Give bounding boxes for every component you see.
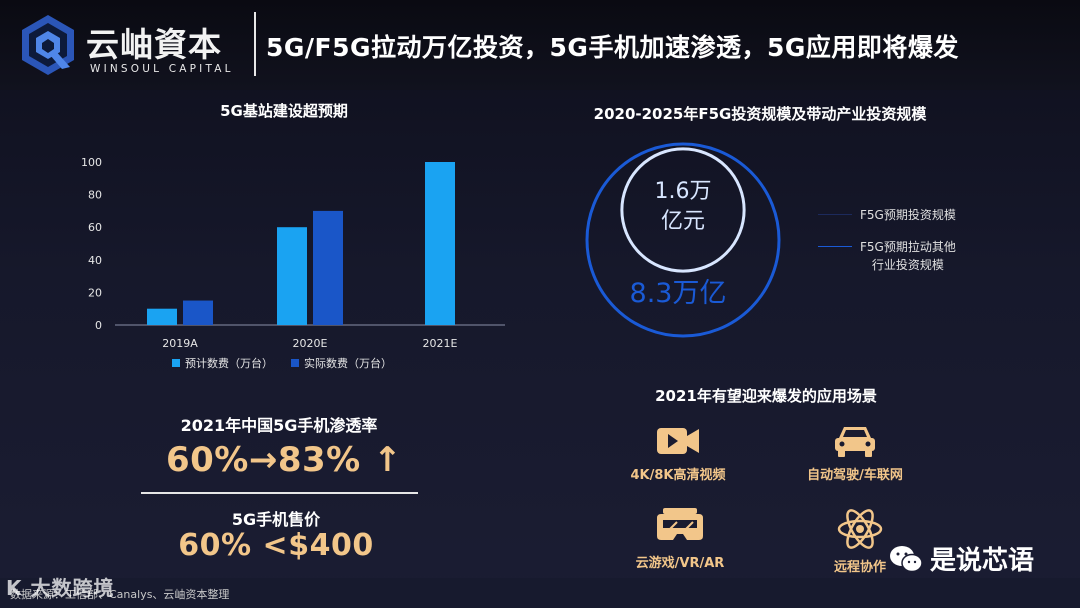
y-tick-label-4: 80 <box>88 189 102 202</box>
ring-legend-line-other <box>818 246 852 247</box>
price-value: 60% <$400 <box>178 528 374 563</box>
car-icon <box>835 427 875 457</box>
base-station-bar-chart: 0 20 40 60 80 100 2019A 2020E 2021E <box>81 156 505 350</box>
ring-inner-circle <box>620 147 746 273</box>
ring-outer-circle <box>585 142 781 338</box>
y-tick-label-5: 100 <box>81 156 102 169</box>
y-tick-label-3: 60 <box>88 221 102 234</box>
ring-outer-label: 8.3万亿 <box>630 278 727 309</box>
footer-bar: 数据来源：工信部、Canalys、云岫资本整理 <box>0 578 1080 608</box>
ring-legend-item-f5g: F5G预期投资规模 <box>818 206 1008 224</box>
up-arrow-icon: ↑ <box>373 440 403 480</box>
watermark-left: K 大数跨境 <box>6 576 115 600</box>
app-item-vr: 云游戏/VR/AR <box>605 506 755 571</box>
ring-legend-label-other-line1: F5G预期拉动其他 <box>860 240 956 254</box>
x-tick-label-2: 2021E <box>423 337 458 350</box>
video-camera-icon <box>657 428 699 454</box>
app-label-collab: 远程协作 <box>833 560 886 575</box>
watermark-right-text: 是说芯语 <box>930 546 1035 576</box>
ring-legend-line-f5g <box>818 214 852 215</box>
penetration-title: 2021年中国5G手机渗透率 <box>180 416 378 435</box>
bar-2021E-series-0 <box>425 162 455 325</box>
bar-2020E-series-0 <box>277 227 307 325</box>
bar-chart-legend: 预计数费（万台） 实际数费（万台） <box>172 355 392 371</box>
ring-inner-label-line-0: 1.6万 <box>655 179 712 204</box>
penetration-value: 60%→83% ↑ <box>166 440 402 480</box>
ring-legend-item-other: F5G预期拉动其他 行业投资规模 <box>818 238 1008 274</box>
app-item-video: 4K/8K高清视频 <box>603 420 753 483</box>
y-tick-label-2: 40 <box>88 254 102 267</box>
ring-chart-legend: F5G预期投资规模 F5G预期拉动其他 行业投资规模 <box>818 206 1008 288</box>
x-tick-label-1: 2020E <box>293 337 328 350</box>
ring-chart-title: 2020-2025年F5G投资规模及带动产业投资规模 <box>593 105 927 123</box>
winsoul-logo-icon <box>22 15 74 75</box>
app-label-car: 自动驾驶/车联网 <box>807 468 903 483</box>
app-item-car: 自动驾驶/车联网 <box>780 420 930 483</box>
stats-divider <box>141 492 418 494</box>
legend-swatch-actual <box>291 359 299 367</box>
watermark-right: 是说芯语 <box>888 540 1034 577</box>
legend-label-actual: 实际数费（万台） <box>304 357 392 370</box>
legend-swatch-expected <box>172 359 180 367</box>
header-divider <box>254 12 256 76</box>
ring-legend-label-f5g: F5G预期投资规模 <box>860 208 956 222</box>
price-title: 5G手机售价 <box>231 510 321 529</box>
app-item-collab: 远程协作 <box>785 506 935 575</box>
y-tick-label-1: 20 <box>88 286 102 299</box>
vr-headset-icon <box>657 508 703 540</box>
wechat-icon <box>890 545 923 572</box>
bar-2019A-series-0 <box>147 308 177 325</box>
apps-title: 2021年有望迎来爆发的应用场景 <box>655 387 877 405</box>
bar-2019A-series-1 <box>183 300 213 325</box>
header-bar: 云岫資本 WINSOUL CAPITAL 5G/F5G拉动万亿投资，5G手机加速… <box>0 0 1080 90</box>
ring-legend-label-other-line2: 行业投资规模 <box>871 258 944 272</box>
app-label-vr: 云游戏/VR/AR <box>635 556 725 571</box>
page-title: 5G/F5G拉动万亿投资，5G手机加速渗透，5G应用即将爆发 <box>266 33 959 62</box>
y-tick-label-0: 0 <box>95 319 102 332</box>
legend-label-expected: 预计数费（万台） <box>185 357 273 370</box>
bar-chart-title: 5G基站建设超预期 <box>220 102 348 120</box>
logo-chinese-name: 云岫資本 <box>86 25 222 64</box>
bar-2020E-series-1 <box>313 210 343 325</box>
app-label-video: 4K/8K高清视频 <box>630 468 726 483</box>
legend-item-expected: 预计数费（万台） <box>172 355 273 371</box>
atom-icon <box>837 509 883 549</box>
penetration-value-text: 60%→83% <box>165 440 361 480</box>
ring-inner-label-line-1: 亿元 <box>661 209 705 234</box>
x-tick-label-0: 2019A <box>162 337 198 350</box>
legend-item-actual: 实际数费（万台） <box>291 355 392 371</box>
data-source-note: 数据来源：工信部、Canalys、云岫资本整理 <box>10 588 230 601</box>
logo-english-name: WINSOUL CAPITAL <box>90 63 234 75</box>
